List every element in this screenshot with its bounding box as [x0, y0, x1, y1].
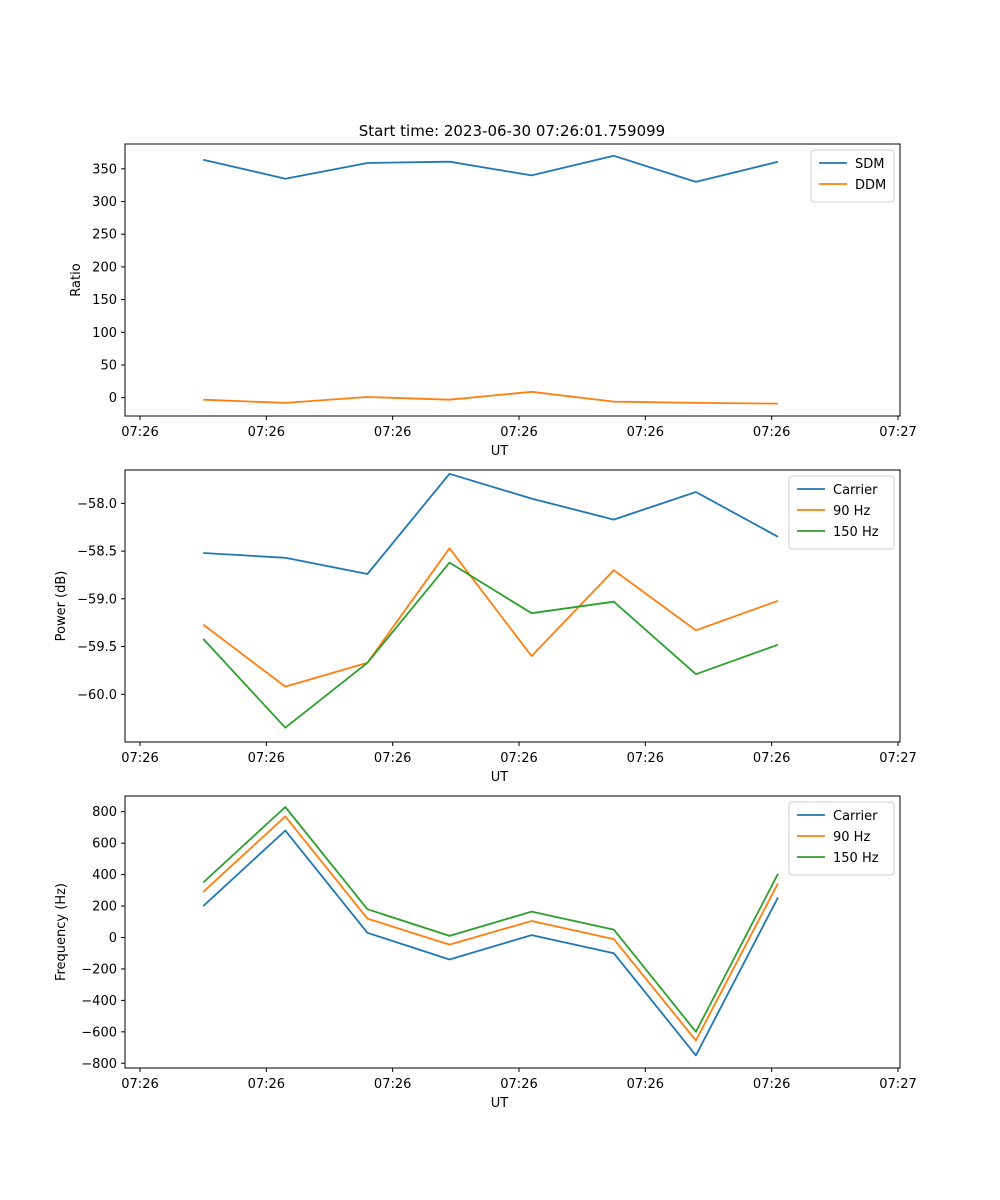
x-tick-label: 07:26: [753, 425, 790, 440]
x-axis-label: UT: [491, 444, 509, 459]
y-tick-label: 800: [92, 805, 117, 820]
chart-panel-2: 07:26 07:26 07:26 07:26 07:26 07:26 07:27 −60.0…: [54, 469, 917, 785]
y-tick-label: −59.5: [77, 640, 117, 655]
axes-frame: [124, 469, 901, 743]
y-tick-label: 600: [92, 837, 117, 852]
legend-label: Carrier: [833, 809, 878, 824]
legend-label: 90 Hz: [833, 504, 870, 519]
y-tick-label: 100: [92, 326, 117, 341]
y-tick-label: 400: [92, 868, 117, 883]
y-tick-label: −400: [81, 994, 117, 1009]
y-tick-label: −58.5: [77, 545, 117, 560]
x-axis-label: UT: [491, 1096, 509, 1111]
y-tick-label: 150: [92, 293, 117, 308]
series-line-90-hz: [202, 547, 779, 688]
y-tick-label: 300: [92, 195, 117, 210]
x-tick-label: 07:26: [500, 425, 537, 440]
series-line-150-hz: [202, 561, 779, 729]
series-line-90-hz: [202, 815, 779, 1042]
x-tick-label: 07:26: [500, 1077, 537, 1092]
legend: SDM DDM: [810, 149, 895, 203]
y-tick-label: 0: [109, 931, 117, 946]
x-tick-label: 07:26: [121, 751, 158, 766]
x-axis-label: UT: [491, 770, 509, 785]
x-tick-label: 07:27: [879, 1077, 916, 1092]
x-tick-label: 07:26: [248, 1077, 285, 1092]
chart-panel-1: 07:26 07:26 07:26 07:26 07:26 07:26 07:27 0 50 10…: [69, 143, 917, 459]
y-tick-label: 350: [92, 162, 117, 177]
axes-frame: [124, 143, 901, 417]
series-line-carrier: [203, 472, 779, 575]
legend-label: Carrier: [833, 483, 878, 498]
x-tick-label: 07:26: [248, 425, 285, 440]
y-axis-label: Frequency (Hz): [54, 883, 69, 981]
axes-frame: [124, 795, 901, 1069]
legend: Carrier 90 Hz 150 Hz: [788, 475, 895, 550]
legend: Carrier 90 Hz 150 Hz: [788, 801, 895, 876]
x-tick-label: 07:26: [627, 425, 664, 440]
y-tick-label: 50: [100, 359, 117, 374]
chart-panels: 07:26 07:26 07:26 07:26 07:26 07:26 07:27 0 50 10…: [54, 143, 917, 1111]
x-tick-label: 07:27: [879, 425, 916, 440]
y-tick-label: −60.0: [77, 688, 117, 703]
x-tick-label: 07:26: [753, 751, 790, 766]
series-line-ddm: [203, 390, 779, 405]
y-tick-label: 200: [92, 900, 117, 915]
y-tick-label: −600: [81, 1025, 117, 1040]
x-tick-label: 07:26: [500, 751, 537, 766]
legend-label: 150 Hz: [833, 525, 879, 540]
x-tick-label: 07:26: [374, 1077, 411, 1092]
y-tick-label: 0: [109, 391, 117, 406]
series-line-carrier: [202, 829, 779, 1057]
x-tick-label: 07:26: [374, 425, 411, 440]
y-tick-label: −58.0: [77, 497, 117, 512]
chart-panel-3: 07:26 07:26 07:26 07:26 07:26 07:26 07:27 −800 −…: [54, 795, 917, 1111]
x-tick-label: 07:26: [627, 751, 664, 766]
y-tick-label: −800: [81, 1057, 117, 1072]
legend-label: 90 Hz: [833, 830, 870, 845]
x-tick-label: 07:27: [879, 751, 916, 766]
y-tick-label: −200: [81, 962, 117, 977]
x-tick-label: 07:26: [121, 1077, 158, 1092]
y-axis-label: Ratio: [69, 263, 84, 296]
x-tick-label: 07:26: [374, 751, 411, 766]
x-tick-label: 07:26: [627, 1077, 664, 1092]
x-tick-label: 07:26: [753, 1077, 790, 1092]
legend-label: SDM: [855, 157, 884, 172]
legend-label: 150 Hz: [833, 851, 879, 866]
y-axis-label: Power (dB): [54, 571, 69, 642]
y-tick-label: −59.0: [77, 592, 117, 607]
series-line-150-hz: [202, 806, 779, 1033]
legend-label: DDM: [855, 178, 886, 193]
y-tick-label: 200: [92, 260, 117, 275]
series-line-sdm: [202, 154, 779, 183]
y-tick-label: 250: [92, 228, 117, 243]
x-tick-label: 07:26: [248, 751, 285, 766]
figure-title: Start time: 2023-06-30 07:26:01.759099: [359, 122, 665, 140]
x-tick-label: 07:26: [121, 425, 158, 440]
